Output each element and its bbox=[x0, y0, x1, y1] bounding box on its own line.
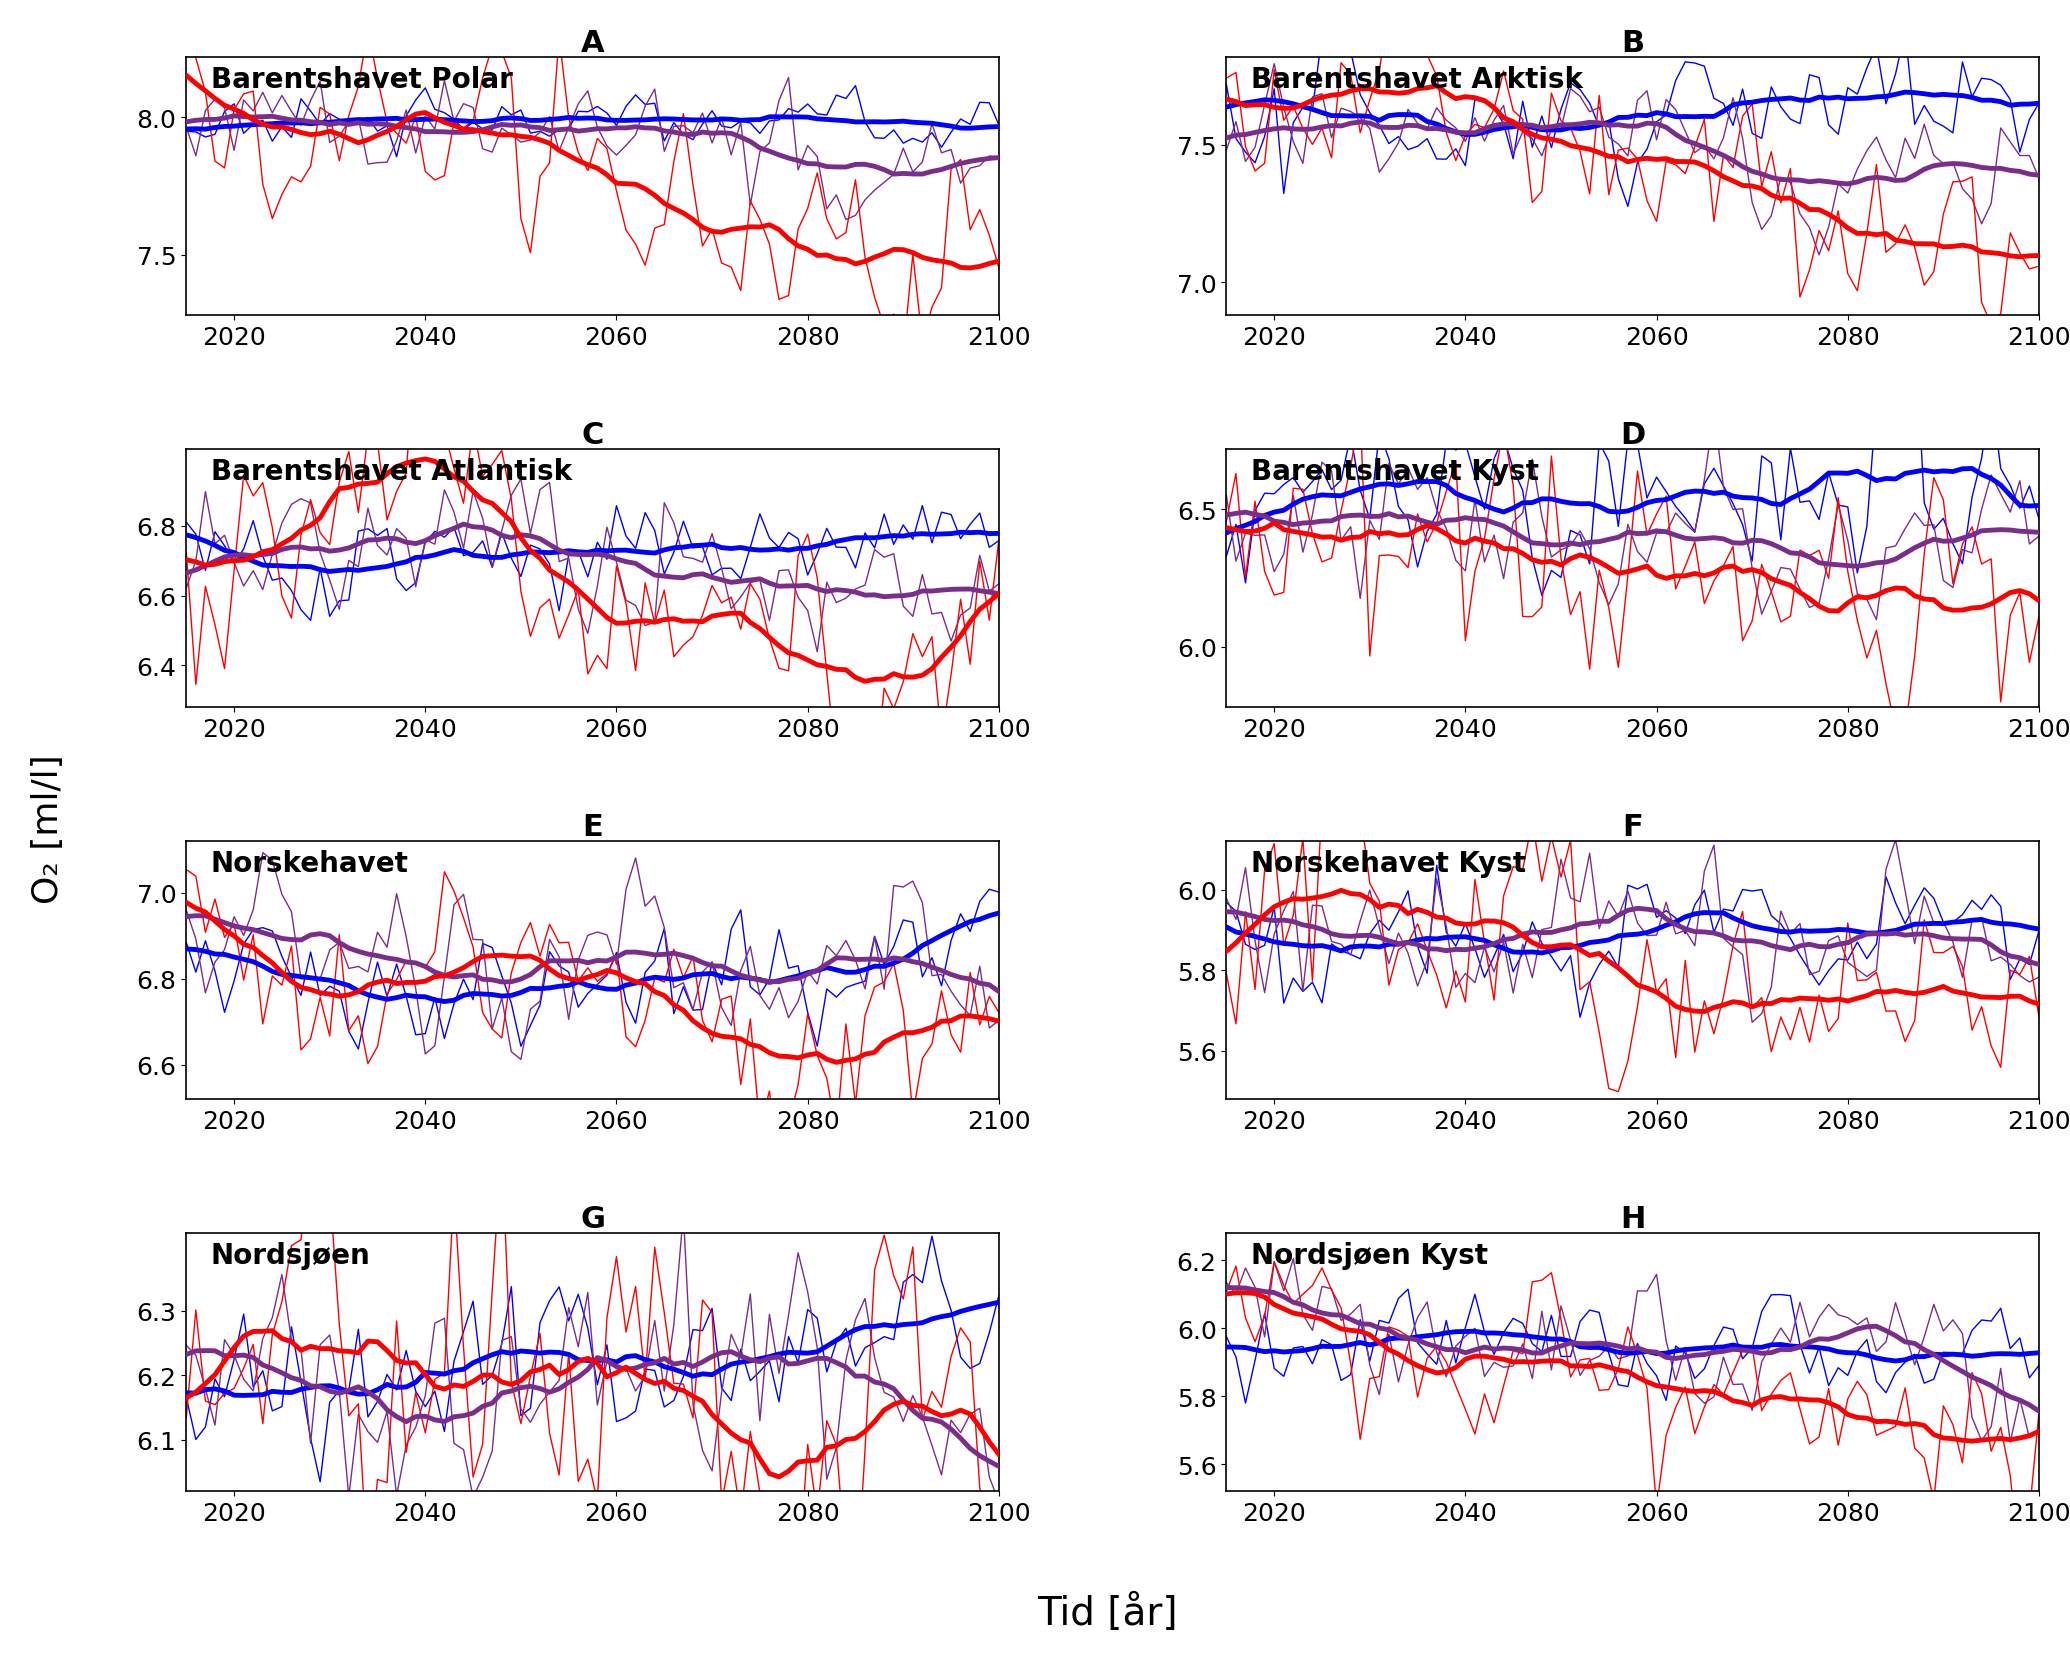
Title: H: H bbox=[1621, 1205, 1646, 1233]
Text: Barentshavet Polar: Barentshavet Polar bbox=[211, 66, 513, 94]
Title: A: A bbox=[582, 30, 604, 58]
Title: D: D bbox=[1621, 421, 1646, 449]
Text: O₂ [ml/l]: O₂ [ml/l] bbox=[31, 754, 64, 903]
Text: Norskehavet Kyst: Norskehavet Kyst bbox=[1250, 850, 1526, 878]
Text: Barentshavet Atlantisk: Barentshavet Atlantisk bbox=[211, 457, 571, 486]
Text: Tid [år]: Tid [år] bbox=[1037, 1592, 1178, 1632]
Text: Barentshavet Arktisk: Barentshavet Arktisk bbox=[1250, 66, 1584, 94]
Text: Nordsjøen: Nordsjøen bbox=[211, 1241, 371, 1269]
Text: Nordsjøen Kyst: Nordsjøen Kyst bbox=[1250, 1241, 1488, 1269]
Title: C: C bbox=[582, 421, 604, 449]
Title: B: B bbox=[1621, 30, 1644, 58]
Text: Barentshavet Kyst: Barentshavet Kyst bbox=[1250, 457, 1538, 486]
Title: G: G bbox=[580, 1205, 604, 1233]
Title: F: F bbox=[1623, 812, 1644, 842]
Text: Norskehavet: Norskehavet bbox=[211, 850, 408, 878]
Title: E: E bbox=[582, 812, 602, 842]
